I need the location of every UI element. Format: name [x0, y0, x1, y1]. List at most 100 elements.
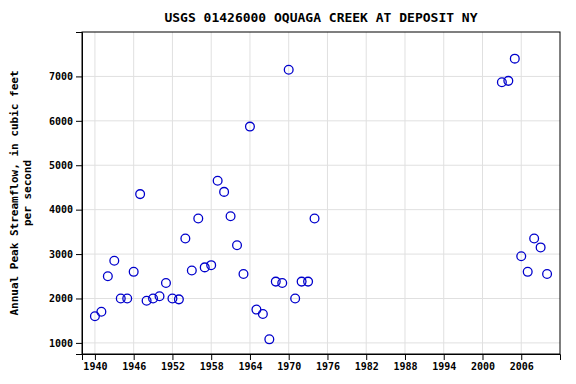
point: [530, 234, 539, 243]
tick-label: 7000: [49, 71, 73, 82]
tick-mark: [76, 298, 82, 299]
point: [136, 190, 145, 199]
tick-mark: [289, 354, 290, 360]
tick: 1970: [277, 354, 301, 372]
tick: 3000: [49, 249, 82, 260]
grid-line: [211, 32, 212, 354]
point: [523, 267, 532, 276]
tick-label: 1964: [238, 361, 262, 372]
tick-mark: [366, 354, 367, 360]
tick-label: 1940: [83, 361, 107, 372]
grid-line: [521, 32, 522, 354]
grid-line: [82, 298, 560, 299]
point: [162, 279, 171, 288]
tick-label: 1988: [393, 361, 417, 372]
point: [187, 266, 196, 275]
tick: 1988: [393, 354, 417, 372]
tick: 1964: [238, 354, 262, 372]
tick-label: 1000: [49, 338, 73, 349]
tick: 1994: [432, 354, 456, 372]
points: [91, 54, 552, 343]
grid-line: [82, 342, 560, 343]
tick-mark: [134, 354, 135, 360]
chart: 1940194619521958196419701976198219881994…: [0, 0, 576, 384]
tick-label: 4000: [49, 204, 73, 215]
point: [310, 214, 319, 223]
grid-line: [94, 32, 95, 354]
grid-line: [172, 32, 173, 354]
tick: 2006: [510, 354, 534, 372]
tick-label: 6000: [49, 116, 73, 127]
point: [97, 307, 106, 316]
point: [181, 234, 190, 243]
grid-line: [133, 32, 134, 354]
tick: 6000: [49, 116, 82, 127]
tick: 1976: [316, 354, 340, 372]
tick-mark: [250, 354, 251, 360]
point: [497, 78, 506, 87]
plot-frame: [82, 32, 560, 354]
tick-mark: [76, 210, 82, 211]
tick: 1940: [83, 354, 107, 372]
tick-mark: [76, 76, 82, 77]
y-axis-title-line: per second: [21, 160, 34, 226]
point: [226, 212, 235, 221]
tick: 4000: [49, 204, 82, 215]
tick-mark: [211, 354, 212, 360]
plot: 1940194619521958196419701976198219881994…: [49, 32, 561, 372]
tick-label: 1970: [277, 361, 301, 372]
point: [220, 188, 229, 197]
y-axis-title: Annual Peak Streamflow, in cubic feetper…: [8, 70, 34, 315]
grid-line: [249, 32, 250, 354]
tick-label: 1946: [122, 361, 146, 372]
grid-line: [82, 165, 560, 166]
point: [278, 279, 287, 288]
point: [103, 272, 112, 281]
point: [91, 312, 100, 321]
grid-line: [366, 32, 367, 354]
point: [123, 294, 132, 303]
tick-mark: [405, 354, 406, 360]
tick-mark: [76, 121, 82, 122]
point: [258, 310, 267, 319]
title: USGS 01426000 OQUAGA CREEK AT DEPOSIT NY: [164, 10, 477, 25]
tick-mark: [444, 354, 445, 360]
tick-mark: [76, 343, 82, 344]
grid-line: [82, 209, 560, 210]
tick-mark: [521, 354, 522, 360]
point: [543, 270, 552, 279]
x-axis: 1940194619521958196419701976198219881994…: [83, 354, 561, 372]
point: [517, 252, 526, 261]
point: [207, 261, 216, 270]
tick-label: 1976: [316, 361, 340, 372]
tick-mark: [327, 354, 328, 360]
tick-label: 3000: [49, 249, 73, 260]
tick-label: 2006: [510, 361, 534, 372]
tick-label: 1958: [200, 361, 224, 372]
axis-line: [83, 355, 561, 361]
point: [233, 241, 242, 250]
point: [271, 277, 280, 286]
grid-line: [82, 254, 560, 255]
tick-mark: [172, 354, 173, 360]
point: [510, 54, 519, 63]
grid-line: [482, 32, 483, 354]
tick-mark: [482, 354, 483, 360]
point: [239, 270, 248, 279]
tick: 1958: [200, 354, 224, 372]
point: [536, 243, 545, 252]
tick: 1000: [49, 338, 82, 349]
tick-label: 1994: [432, 361, 456, 372]
tick-mark: [76, 254, 82, 255]
point: [252, 305, 261, 314]
tick-label: 2000: [471, 361, 495, 372]
point: [265, 335, 274, 344]
tick: 1982: [355, 354, 379, 372]
point: [129, 267, 138, 276]
tick: 2000: [49, 293, 82, 304]
tick: 7000: [49, 71, 82, 82]
point: [291, 294, 300, 303]
grid-line: [82, 76, 560, 77]
grid: [82, 32, 560, 354]
y-axis-title-line: Annual Peak Streamflow, in cubic feet: [8, 70, 21, 315]
